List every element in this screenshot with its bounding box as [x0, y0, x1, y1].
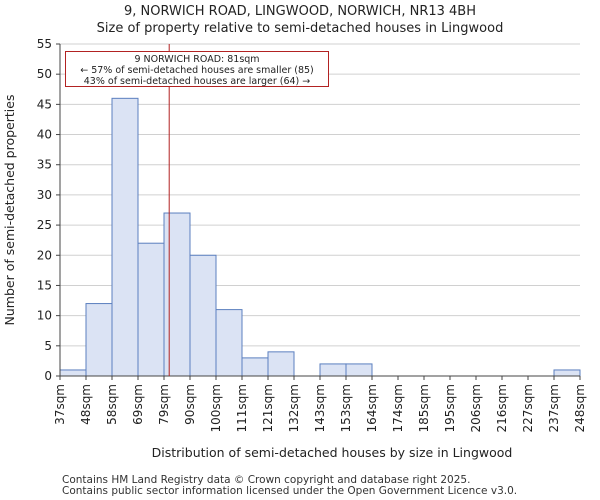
x-tick-label: 164sqm — [365, 384, 379, 432]
x-tick-label: 90sqm — [183, 384, 197, 425]
y-axis-label: Number of semi-detached properties — [2, 95, 17, 326]
chart-subtitle: Size of property relative to semi-detach… — [96, 21, 504, 36]
histogram-bar — [189, 254, 217, 377]
x-tick-label: 100sqm — [209, 384, 223, 432]
marker-annotation: 9 NORWICH ROAD: 81sqm ← 57% of semi-deta… — [65, 51, 329, 87]
y-tick-label: 0 — [44, 369, 52, 383]
x-tick-label: 58sqm — [105, 384, 119, 425]
histogram-bar — [241, 357, 269, 377]
x-tick-label: 216sqm — [495, 384, 509, 432]
x-tick-label: 69sqm — [131, 384, 145, 425]
y-tick-label: 35 — [37, 158, 52, 172]
x-tick-label: 185sqm — [417, 384, 431, 432]
histogram-bar — [85, 303, 113, 377]
y-tick-label: 30 — [37, 188, 52, 202]
x-tick-label: 48sqm — [79, 384, 93, 425]
x-tick-label: 227sqm — [521, 384, 535, 432]
y-tick-label: 50 — [37, 67, 52, 81]
histogram-bar — [215, 309, 243, 377]
x-tick-label: 174sqm — [391, 384, 405, 432]
y-tick-label: 10 — [37, 309, 52, 323]
x-tick-label: 248sqm — [573, 384, 587, 432]
histogram-bar — [137, 242, 165, 377]
x-tick-label: 111sqm — [235, 384, 249, 432]
footer-copyright: Contains HM Land Registry data © Crown c… — [62, 474, 471, 486]
annotation-line-3: 43% of semi-detached houses are larger (… — [83, 76, 311, 87]
histogram-bar — [163, 212, 191, 377]
annotation-line-2: ← 57% of semi-detached houses are smalle… — [80, 65, 314, 76]
x-tick-label: 121sqm — [261, 384, 275, 432]
x-tick-label: 195sqm — [443, 384, 457, 432]
y-tick-label: 40 — [37, 128, 52, 142]
histogram-bar — [111, 97, 139, 377]
chart-title: 9, NORWICH ROAD, LINGWOOD, NORWICH, NR13… — [123, 4, 476, 19]
y-tick-label: 55 — [37, 37, 52, 51]
histogram-bar — [319, 363, 347, 377]
y-tick-label: 45 — [37, 97, 52, 111]
histogram-bar — [345, 363, 373, 377]
histogram-bar — [59, 369, 87, 377]
x-tick-label: 143sqm — [313, 384, 327, 432]
histogram-bar — [553, 369, 581, 377]
y-tick-label: 25 — [37, 218, 52, 232]
x-tick-label: 237sqm — [547, 384, 561, 432]
x-tick-label: 206sqm — [469, 384, 483, 432]
footer-licence: Contains public sector information licen… — [62, 485, 518, 497]
annotation-line-1: 9 NORWICH ROAD: 81sqm — [134, 54, 260, 65]
x-tick-label: 132sqm — [287, 384, 301, 432]
x-tick-label: 153sqm — [339, 384, 353, 432]
x-axis-label: Distribution of semi-detached houses by … — [152, 445, 513, 460]
y-tick-label: 5 — [44, 339, 52, 353]
y-tick-label: 15 — [37, 278, 52, 292]
x-tick-label: 37sqm — [53, 384, 67, 425]
x-tick-label: 79sqm — [157, 384, 171, 425]
y-tick-label: 20 — [37, 248, 52, 262]
histogram-bar — [267, 351, 295, 377]
